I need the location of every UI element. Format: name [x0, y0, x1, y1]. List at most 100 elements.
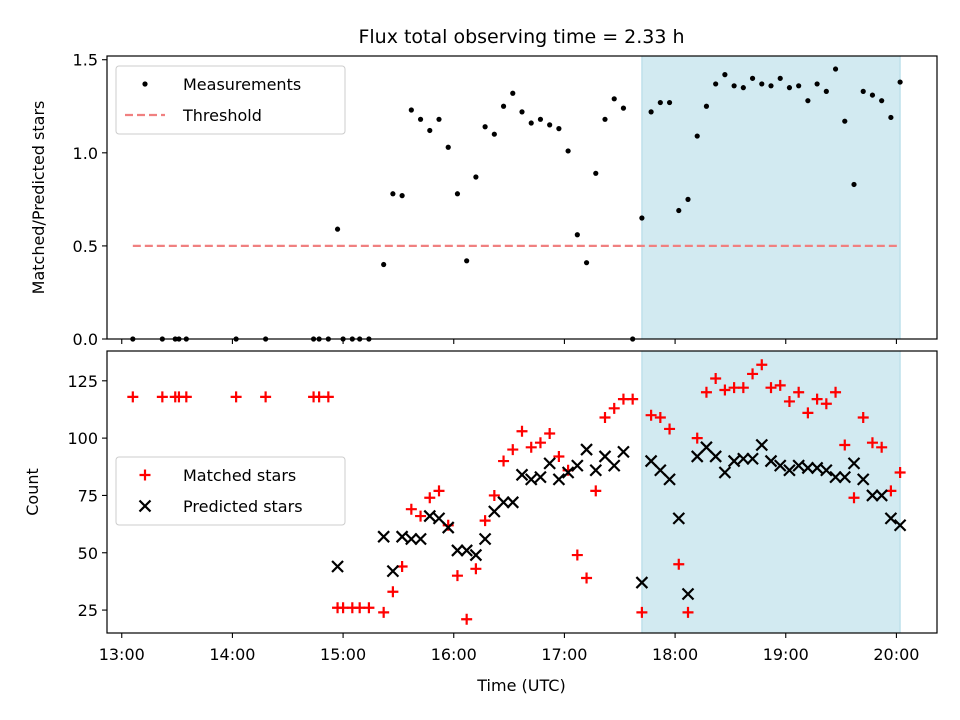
data-point	[537, 116, 544, 122]
data-point	[879, 98, 885, 104]
data-point	[664, 423, 676, 435]
data-point	[534, 437, 546, 449]
data-point	[378, 606, 390, 618]
data-point	[805, 98, 811, 104]
y-axis-label: Count	[23, 468, 42, 516]
data-point	[436, 116, 442, 122]
data-point	[337, 602, 349, 614]
data-point	[856, 473, 870, 486]
data-point	[571, 549, 583, 561]
data-point	[445, 144, 451, 150]
data-point	[565, 148, 571, 154]
data-point	[783, 395, 795, 407]
data-point	[363, 602, 375, 614]
data-point	[589, 463, 603, 477]
data-point	[888, 114, 894, 121]
data-point	[690, 450, 704, 463]
data-point	[703, 103, 710, 109]
data-point	[635, 576, 649, 589]
data-point	[666, 99, 673, 106]
data-point	[718, 466, 732, 479]
data-point	[547, 122, 553, 128]
data-point	[313, 391, 325, 403]
series-measurements	[130, 66, 903, 342]
x-tick-label: 18:00	[652, 645, 698, 664]
legend-swatch	[142, 81, 148, 87]
data-point	[230, 391, 242, 403]
data-point	[820, 463, 833, 477]
data-point	[694, 133, 700, 139]
data-point	[700, 386, 712, 398]
data-point	[479, 515, 491, 527]
data-point	[524, 473, 538, 486]
y-axis-label: Matched/Predicted stars	[29, 101, 48, 295]
data-point	[442, 519, 454, 531]
data-point	[851, 181, 857, 188]
data-point	[719, 384, 731, 396]
data-point	[510, 90, 516, 96]
data-point	[657, 99, 663, 106]
data-point	[765, 382, 777, 394]
data-point	[571, 459, 584, 472]
x-axis-label: Time (UTC)	[476, 676, 565, 695]
data-point	[580, 443, 593, 456]
data-point	[869, 92, 876, 98]
legend-swatch	[138, 499, 152, 513]
data-point	[500, 103, 507, 109]
data-point	[433, 485, 445, 497]
data-point	[848, 492, 860, 504]
x-tick-label: 19:00	[763, 645, 809, 664]
x-tick-label: 20:00	[873, 645, 919, 664]
data-point	[322, 391, 334, 403]
data-point	[497, 496, 510, 509]
x-tick-label: 13:00	[99, 645, 145, 664]
y-tick-label: 75	[78, 486, 98, 505]
data-point	[260, 391, 272, 403]
data-point	[488, 505, 501, 518]
data-point	[599, 411, 611, 423]
data-point	[498, 455, 510, 467]
data-point	[417, 116, 424, 122]
highlight-span	[641, 55, 901, 340]
data-point	[774, 379, 786, 391]
data-point	[334, 226, 341, 232]
data-point	[747, 368, 759, 380]
data-point	[894, 467, 906, 479]
y-tick-label: 1.5	[73, 51, 98, 70]
data-point	[700, 441, 713, 454]
data-point	[673, 558, 685, 570]
data-point	[749, 75, 756, 81]
data-point	[796, 83, 802, 89]
data-point	[424, 492, 436, 504]
data-point	[156, 391, 168, 403]
data-point	[556, 126, 562, 132]
data-point	[432, 512, 446, 525]
data-point	[654, 411, 666, 423]
data-point	[519, 109, 525, 115]
data-point	[553, 450, 565, 462]
data-point	[451, 544, 464, 557]
data-point	[552, 473, 566, 486]
data-point	[617, 393, 629, 405]
data-point	[811, 393, 823, 405]
data-point	[460, 544, 473, 557]
data-point	[451, 570, 463, 582]
data-point	[415, 510, 427, 522]
legend-box	[115, 456, 346, 526]
data-point	[682, 606, 694, 618]
data-point	[473, 174, 479, 180]
data-point	[386, 564, 400, 578]
top-panel: 0.0 0.5 1.0 1.5 Matched/Predicted stars Measu…	[29, 51, 938, 349]
data-point	[639, 215, 645, 221]
data-point	[823, 88, 829, 94]
data-point	[838, 470, 852, 484]
data-point	[866, 489, 879, 502]
data-point	[783, 463, 796, 477]
data-point	[829, 470, 842, 484]
series-predicted-stars	[331, 438, 907, 601]
data-point	[515, 468, 529, 482]
data-point	[423, 509, 437, 523]
data-point	[180, 391, 192, 403]
data-point	[777, 75, 783, 81]
